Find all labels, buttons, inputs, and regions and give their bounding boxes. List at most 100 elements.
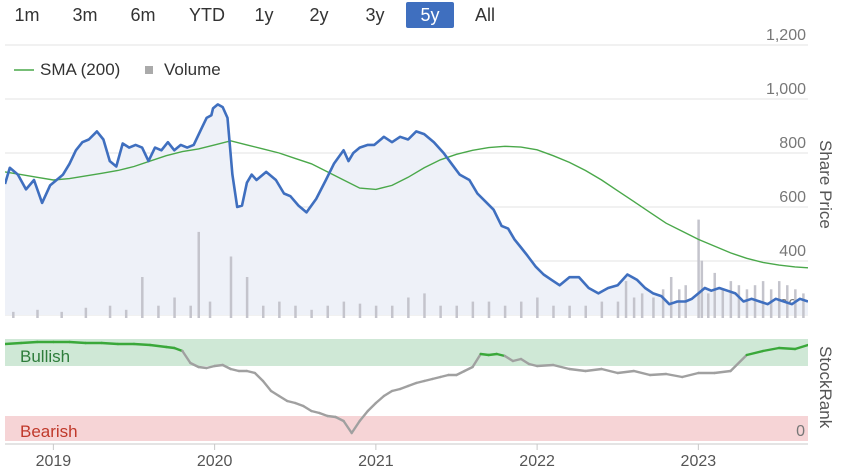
volume-legend-swatch — [145, 66, 153, 74]
stockrank-segment — [479, 352, 490, 357]
stockrank-zero-tick: 0 — [796, 423, 805, 440]
stockrank-segment — [600, 367, 619, 375]
stockrank-segment — [519, 357, 531, 366]
range-button-6m[interactable]: 6m — [130, 5, 156, 25]
stockrank-segment — [302, 404, 313, 413]
stockrank-segment — [535, 363, 555, 368]
stockrank-segment — [648, 372, 668, 377]
stockrank-segment — [277, 394, 289, 403]
price-tick-label: 1,200 — [766, 27, 806, 44]
volume-bar — [519, 301, 523, 318]
stockrank-segment — [729, 353, 748, 373]
stockrank-segment — [713, 369, 732, 375]
volume-bar — [208, 301, 212, 318]
price-tick-label: 600 — [779, 189, 806, 206]
volume-bar — [342, 301, 346, 318]
stockrank-segment — [777, 346, 797, 351]
volume-bar — [661, 289, 665, 318]
stockrank-segment — [511, 357, 523, 363]
price-area — [5, 104, 808, 316]
price-line — [5, 103, 808, 306]
stockrank-segment — [164, 345, 176, 350]
volume-bar — [536, 297, 539, 318]
stockrank-segment — [552, 363, 571, 371]
volume-bar — [261, 305, 265, 318]
volume-bar — [487, 301, 491, 318]
stockrank-segment — [568, 367, 587, 373]
volume-bar — [407, 297, 410, 318]
x-tick-label: 2020 — [197, 453, 233, 468]
volume-bar — [616, 301, 620, 318]
stockrank-panel: Bullish Bearish 0 — [5, 339, 808, 441]
range-button-all[interactable]: All — [474, 5, 495, 25]
stockrank-segment — [310, 409, 321, 415]
stockrank-segment — [342, 419, 353, 435]
legend-volume-label[interactable]: Volume — [164, 60, 221, 79]
volume-bar — [632, 297, 636, 318]
x-tick-label: 2019 — [36, 453, 72, 468]
stockrank-segment — [19, 340, 39, 345]
stockrank-segment — [148, 343, 168, 349]
volume-bar — [245, 277, 249, 318]
volume-bar — [455, 305, 458, 318]
x-tick-label: 2021 — [358, 453, 394, 468]
volume-bar — [640, 293, 644, 318]
volume-bar — [568, 305, 571, 318]
stockrank-segment — [495, 352, 507, 358]
x-tick-label: 2022 — [519, 453, 555, 468]
volume-bar — [124, 309, 128, 318]
volume-bar — [423, 293, 426, 318]
range-button-1y[interactable]: 1y — [254, 5, 274, 25]
stockrank-segment — [503, 354, 515, 363]
stockrank-segment — [318, 411, 329, 418]
stockrank-segment — [439, 373, 450, 379]
range-button-3y[interactable]: 3y — [365, 5, 385, 25]
stockrank-segment — [431, 375, 442, 381]
stockrank-segment — [350, 419, 361, 435]
range-button-2y[interactable]: 2y — [309, 5, 329, 25]
legend-sma-label[interactable]: SMA (200) — [40, 60, 120, 79]
range-button-ytd[interactable]: YTD — [189, 5, 225, 25]
stockrank-segment — [229, 367, 241, 373]
stockrank-segment — [269, 389, 281, 398]
price-tick-label: 400 — [779, 243, 806, 260]
stockrank-segment — [358, 409, 369, 423]
volume-bar — [769, 289, 773, 318]
x-tick-label: 2023 — [681, 453, 717, 468]
volume-bar — [229, 256, 233, 318]
stockrank-segment — [382, 389, 394, 398]
stockrank-segment — [374, 394, 386, 405]
volume-bar — [197, 231, 200, 318]
range-button-1m[interactable]: 1m — [14, 5, 40, 25]
bearish-band — [5, 416, 808, 441]
stockrank-segment — [616, 369, 636, 375]
volume-bar — [157, 305, 160, 318]
volume-bar — [729, 281, 733, 318]
volume-bar — [652, 297, 655, 318]
price-tick-label: 1,000 — [766, 81, 806, 98]
stockrank-segment — [213, 363, 224, 368]
volume-bar — [713, 272, 716, 318]
price-tick-label: 800 — [779, 135, 806, 152]
stockrank-segment — [406, 381, 418, 388]
volume-bar — [721, 289, 725, 318]
volume-bar — [390, 305, 394, 318]
volume-bar — [294, 305, 297, 318]
volume-bar — [12, 311, 15, 318]
stockrank-segment — [390, 387, 402, 393]
bearish-label: Bearish — [20, 422, 78, 441]
stockrank-segment — [398, 384, 410, 391]
range-button-5y[interactable]: 5y — [406, 2, 454, 28]
stockrank-segment — [221, 363, 232, 371]
volume-bar — [439, 305, 442, 318]
volume-bar — [753, 285, 757, 318]
stockrank-segment — [455, 369, 466, 377]
stockrank-segment — [68, 340, 87, 345]
stockrank-segment — [584, 367, 603, 373]
volume-bar — [173, 297, 176, 318]
range-button-3m[interactable]: 3m — [72, 5, 98, 25]
legend: SMA (200) Volume — [14, 60, 221, 79]
volume-bar — [108, 305, 112, 318]
stockrank-segment — [793, 343, 808, 351]
